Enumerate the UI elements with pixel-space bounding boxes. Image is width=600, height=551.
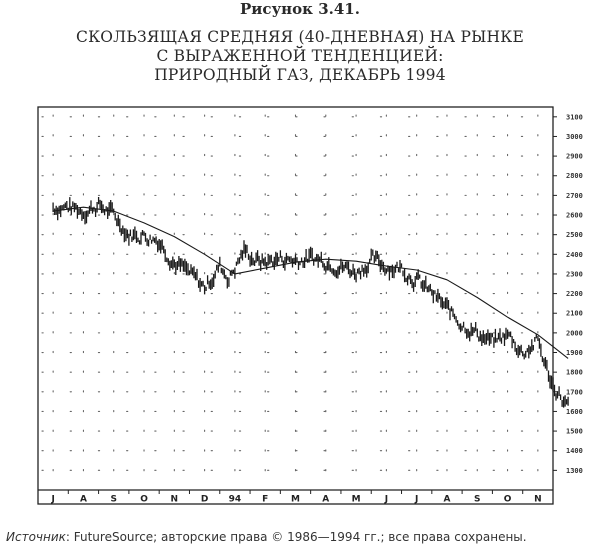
x-tick-label-2: S [110,495,116,505]
x-tick-label-13: A [443,495,450,505]
chart-title-line-3: ПРИРОДНЫЙ ГАЗ, ДЕКАБРЬ 1994 [154,66,446,84]
x-tick-label-0: J [50,495,54,505]
x-tick-label-16: N [534,495,542,505]
y-tick-label-2: 2900 [566,153,583,161]
y-tick-label-11: 2000 [566,329,583,337]
chart-title: СКОЛЬЗЯЩАЯ СРЕДНЯЯ (40-ДНЕВНАЯ) НА РЫНКЕ… [0,28,600,85]
source-text: : FutureSource; авторские права © 1986—1… [65,530,527,544]
figure-label: Рисунок 3.41. [240,0,360,18]
x-tick-label-8: M [291,495,300,505]
plot-frame [37,106,554,505]
y-tick-label-3: 2800 [566,172,583,180]
x-tick-label-3: O [140,495,148,505]
y-tick-label-8: 2300 [566,270,583,278]
x-tick-label-6: 94 [229,495,242,505]
y-tick-label-18: 1300 [566,467,583,475]
y-tick-label-15: 1600 [566,408,583,416]
y-tick-label-10: 2100 [566,310,583,318]
y-tick-label-14: 1700 [566,388,583,396]
x-tick-label-10: M [352,495,361,505]
x-tick-label-14: S [474,495,480,505]
y-tick-label-6: 2500 [566,231,583,239]
x-tick-label-5: D [201,495,208,505]
y-tick-label-1: 3000 [566,133,583,141]
y-tick-label-13: 1800 [566,369,583,377]
x-tick-label-9: A [322,495,329,505]
x-tick-label-7: F [262,495,268,505]
moving-average-line [53,206,569,359]
source-prefix: Источник [6,530,66,544]
y-tick-label-5: 2600 [566,212,583,220]
x-tick-label-1: A [80,495,87,505]
chart-title-line-2: С ВЫРАЖЕННОЙ ТЕНДЕНЦИЕЙ: [156,47,444,65]
y-tick-label-17: 1400 [566,447,583,455]
y-tick-label-7: 2400 [566,251,583,259]
x-tick-label-12: J [414,495,418,505]
y-tick-label-9: 2200 [566,290,583,298]
y-tick-label-16: 1500 [566,428,583,436]
y-tick-label-0: 3100 [566,113,583,121]
y-tick-label-12: 1900 [566,349,583,357]
x-tick-label-11: J [384,495,388,505]
price-series [52,197,569,408]
x-tick-label-15: O [504,495,512,505]
x-tick-label-4: N [171,495,179,505]
y-tick-label-4: 2700 [566,192,583,200]
chart-title-line-1: СКОЛЬЗЯЩАЯ СРЕДНЯЯ (40-ДНЕВНАЯ) НА РЫНКЕ [76,28,524,46]
source-note: Источник: FutureSource; авторские права … [6,530,527,544]
